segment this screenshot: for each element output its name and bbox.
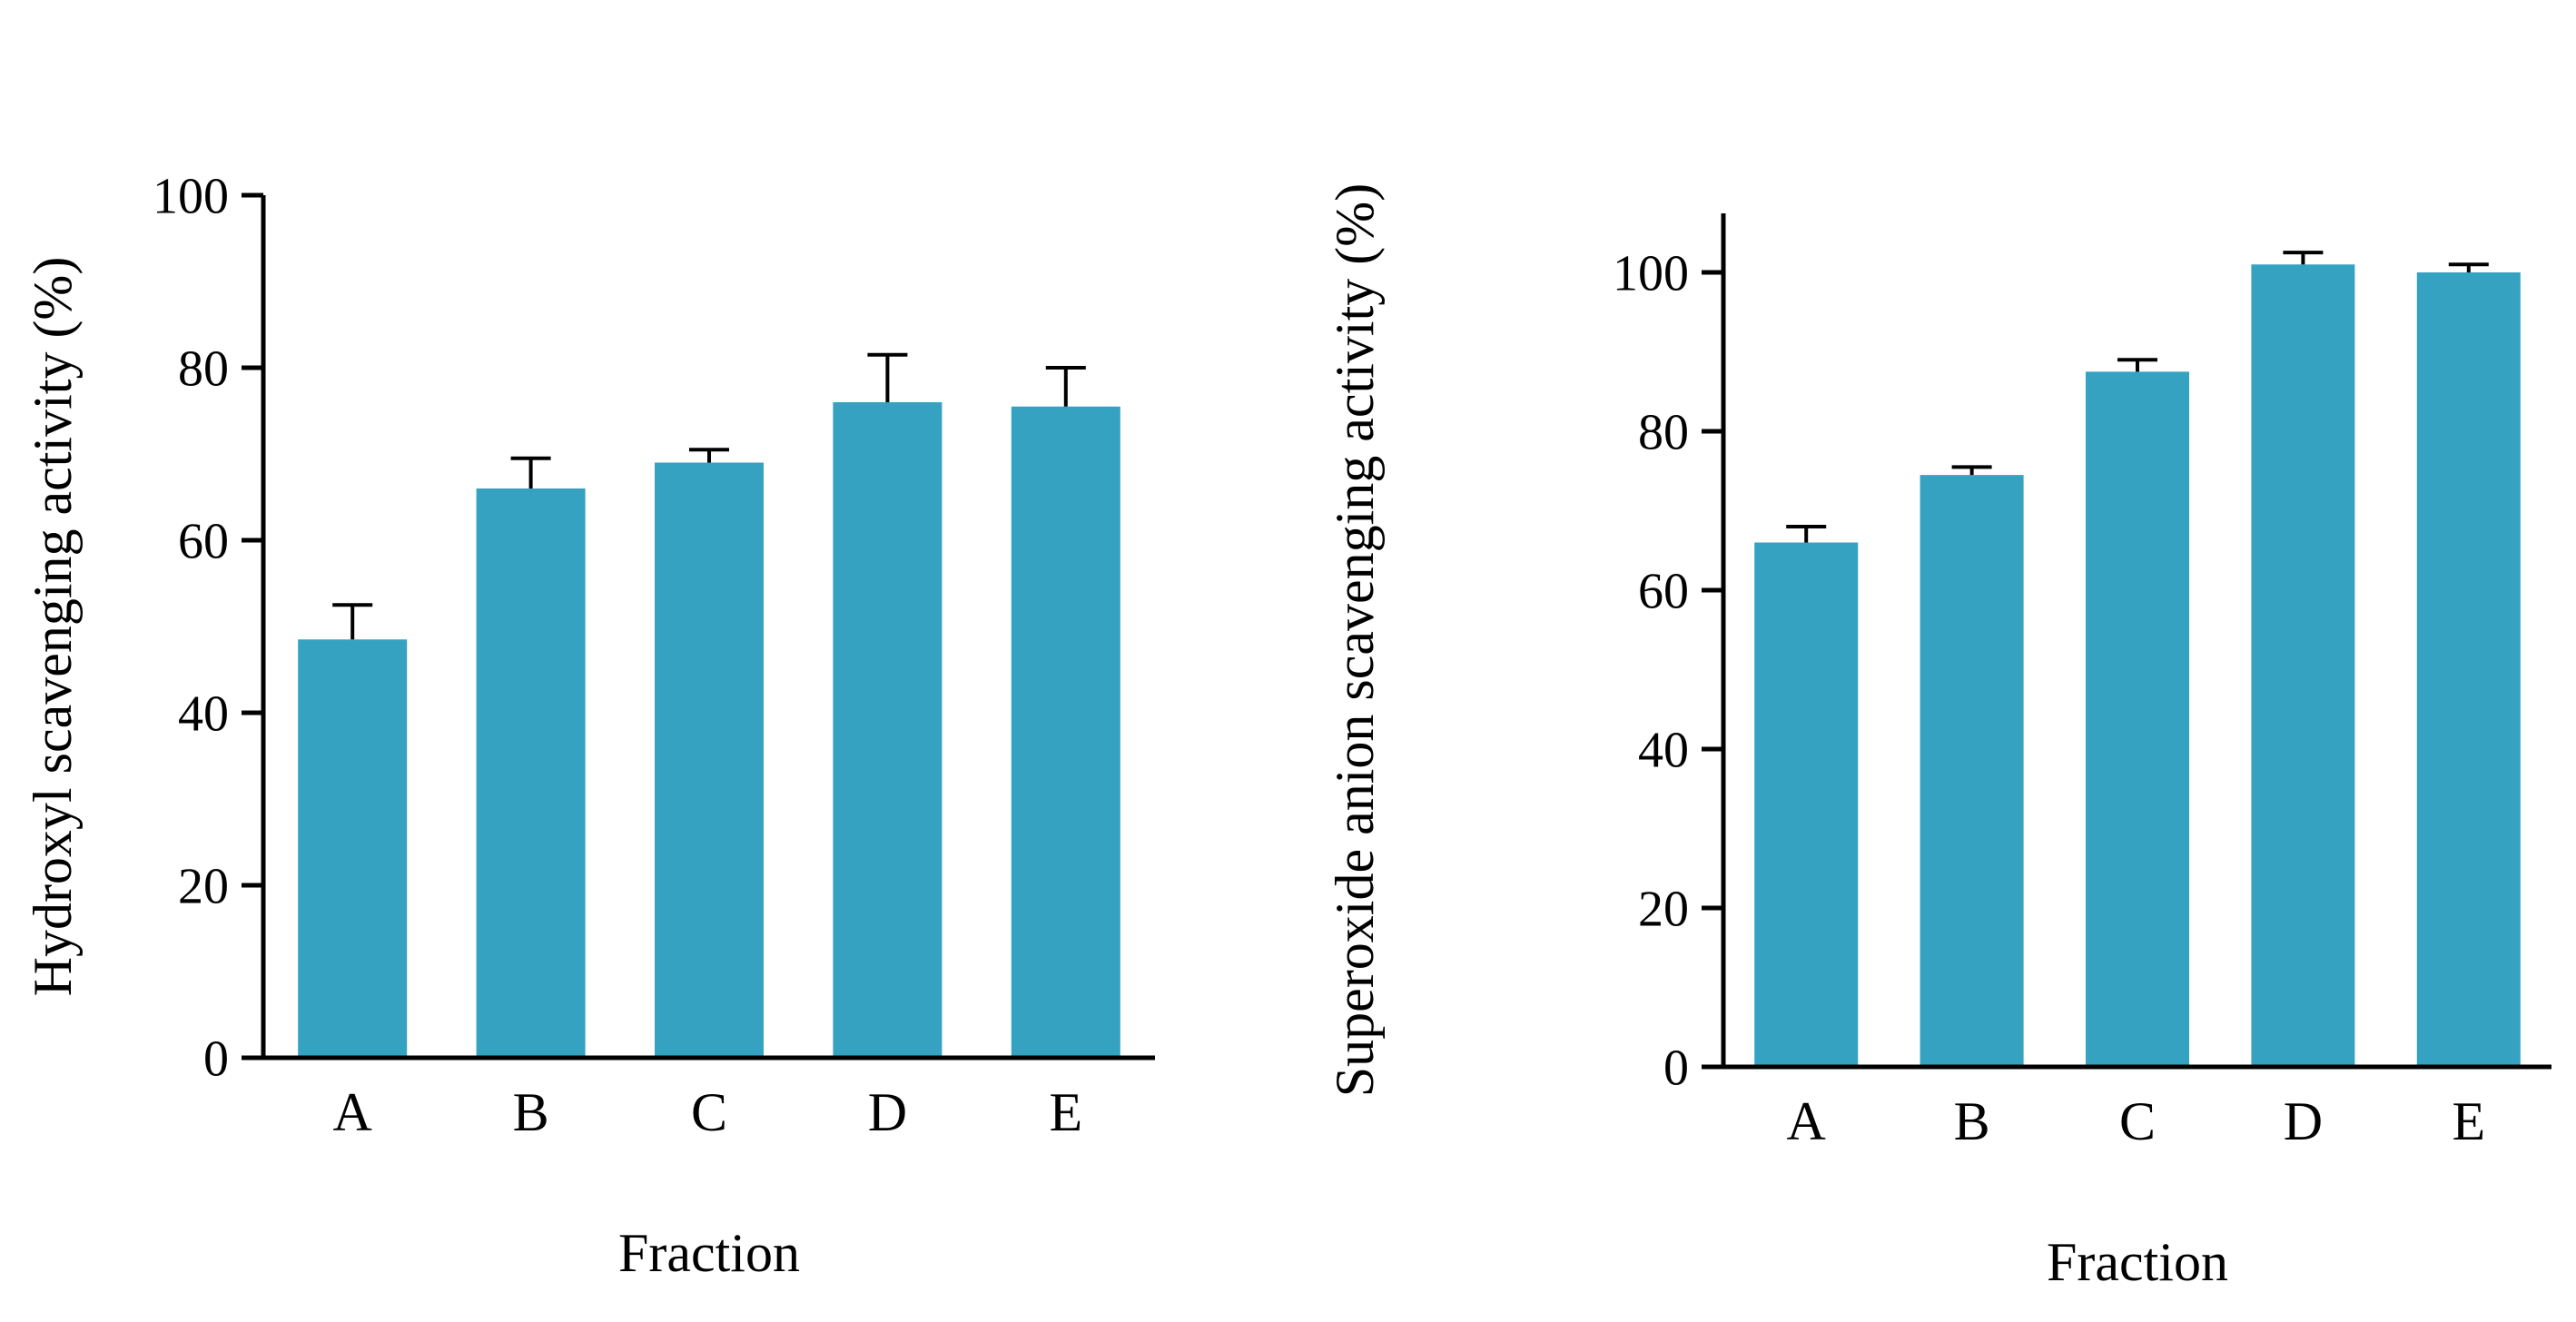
x-tick-label-C: C [691, 1082, 727, 1142]
bar-E [2416, 272, 2521, 1067]
y-tick-label: 100 [153, 169, 229, 225]
x-tick-label-B: B [513, 1082, 549, 1142]
y-tick-label: 0 [203, 1031, 229, 1088]
bar-D [833, 402, 943, 1058]
chart-superoxide-scavenging: A B C D E 0 20 40 60 80 100 Fraction Superoxide anio… [1288, 0, 2575, 1317]
x-axis-title: Fraction [2047, 1232, 2228, 1292]
y-tick-label: 60 [178, 514, 229, 570]
hydroxyl-chart-canvas: A B C D E 0 20 40 60 80 100 Fraction Hydroxyl scaven… [23, 169, 1155, 1283]
bar-A [1754, 542, 1859, 1067]
bar-B [1920, 475, 2024, 1067]
x-axis-title: Fraction [618, 1223, 800, 1283]
y-tick-label: 80 [178, 341, 229, 398]
y-tick-label: 60 [1638, 564, 1689, 620]
bar-C [655, 462, 764, 1058]
y-tick-label: 0 [1663, 1041, 1689, 1097]
bar-A [298, 639, 408, 1058]
superoxide-chart-canvas: A B C D E 0 20 40 60 80 100 Fraction Superoxide anio… [1325, 183, 2551, 1292]
bar-B [476, 488, 586, 1058]
y-tick-label: 40 [178, 686, 229, 743]
y-tick-label: 80 [1638, 405, 1689, 461]
bar-D [2251, 264, 2355, 1067]
x-tick-label-B: B [1954, 1091, 1990, 1151]
y-axis-title: Superoxide anion scavenging activity (%) [1325, 183, 1385, 1097]
y-tick-label: 40 [1638, 723, 1689, 779]
y-tick-label: 20 [1638, 882, 1689, 938]
x-tick-label-D: D [2284, 1091, 2323, 1151]
y-axis-title: Hydroxyl scavenging activity (%) [23, 257, 83, 997]
bar-C [2086, 371, 2189, 1067]
x-tick-label-E: E [2452, 1091, 2485, 1151]
chart-hydroxyl-scavenging: A B C D E 0 20 40 60 80 100 Fraction Hydroxyl scaven… [0, 0, 1288, 1317]
x-tick-label-C: C [2119, 1091, 2156, 1151]
x-tick-label-A: A [333, 1082, 372, 1142]
y-tick-label: 20 [178, 859, 229, 915]
y-tick-label: 100 [1613, 246, 1689, 302]
x-tick-label-A: A [1787, 1091, 1826, 1151]
x-tick-label-D: D [868, 1082, 907, 1142]
x-tick-label-E: E [1049, 1082, 1082, 1142]
bar-E [1011, 406, 1120, 1058]
